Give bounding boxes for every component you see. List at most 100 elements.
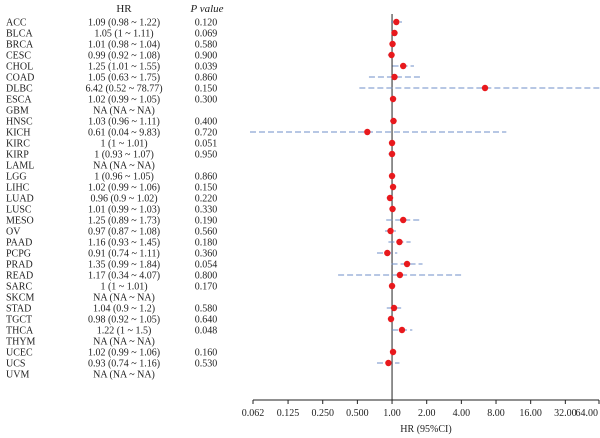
x-tick-label: 8.00 (487, 408, 505, 419)
hr-text: 0.98 (0.92 ~ 1.05) (88, 315, 160, 326)
hr-point (386, 194, 394, 202)
x-tick-label: 0.125 (277, 408, 300, 419)
hr-point (388, 150, 396, 158)
p-value-text: 0.150 (195, 84, 218, 95)
row-labels: ACC 1.09 (0.98 ~ 1.22) 0.120 BLCA 1.05 (1 ~ … (6, 18, 217, 381)
hr-text: 1.02 (0.99 ~ 1.05) (88, 95, 160, 106)
p-value-text: 0.051 (195, 139, 218, 150)
cancer-label: COAD (6, 73, 34, 84)
cancer-label: PRAD (6, 260, 33, 271)
hr-point (403, 260, 411, 268)
cancer-label: LUAD (6, 194, 34, 205)
hr-text: 1.25 (1.01 ~ 1.55) (88, 62, 160, 73)
x-tick-label: 1.00 (383, 408, 401, 419)
cancer-label: UCS (6, 359, 25, 370)
hr-text: NA (NA ~ NA) (93, 337, 155, 348)
cancer-label: SARC (6, 282, 32, 293)
x-axis-label: HR (95%CI) (400, 424, 451, 435)
p-value-text: 0.330 (195, 205, 218, 216)
hr-text: 1.02 (0.99 ~ 1.06) (88, 348, 160, 359)
cancer-label: CESC (6, 51, 31, 62)
p-value-text: 0.039 (195, 62, 218, 73)
cancer-label: LAML (6, 161, 34, 172)
hr-point (391, 73, 398, 81)
p-value-text: 0.860 (195, 172, 218, 183)
hr-point (364, 128, 371, 136)
hr-point (389, 205, 396, 213)
x-tick-label: 4.00 (453, 408, 471, 419)
cancer-label: CHOL (6, 62, 33, 73)
hr-point (384, 249, 391, 257)
p-value-text: 0.580 (195, 304, 218, 315)
hr-text: 1.02 (0.99 ~ 1.06) (88, 183, 160, 194)
p-value-text: 0.640 (195, 315, 218, 326)
header-hr: HR (116, 3, 132, 15)
hr-text: 0.99 (0.92 ~ 1.08) (88, 51, 160, 62)
x-tick-label: 0.062 (242, 408, 265, 419)
p-value-text: 0.800 (195, 271, 218, 282)
header-p-value: P value (189, 3, 223, 15)
p-value-text: 0.069 (195, 29, 218, 40)
x-tick-label: 0.250 (311, 408, 334, 419)
cancer-label: BRCA (6, 40, 34, 51)
cancer-label: DLBC (6, 84, 33, 95)
cancer-label: LUSC (6, 205, 32, 216)
p-value-text: 0.220 (195, 194, 218, 205)
hr-point (388, 172, 396, 180)
hr-text: 1.17 (0.34 ~ 4.07) (88, 271, 160, 282)
hr-text: NA (NA ~ NA) (93, 106, 155, 117)
cancer-label: PCPG (6, 249, 31, 260)
hr-text: 1.25 (0.89 ~ 1.73) (88, 216, 160, 227)
cancer-label: UCEC (6, 348, 33, 359)
hr-point (390, 304, 398, 312)
cancer-label: ESCA (6, 95, 32, 106)
plot-area (250, 14, 600, 400)
hr-text: 1.05 (1 ~ 1.11) (94, 29, 153, 40)
hr-text: 0.96 (0.9 ~ 1.02) (90, 194, 157, 205)
hr-text: 1 (0.93 ~ 1.07) (94, 150, 154, 161)
hr-text: 1.01 (0.99 ~ 1.03) (88, 205, 160, 216)
hr-text: 1 (0.96 ~ 1.05) (94, 172, 154, 183)
hr-text: 0.61 (0.04 ~ 9.83) (88, 128, 160, 139)
cancer-label: UVM (6, 370, 29, 381)
x-tick-label: 2.00 (418, 408, 436, 419)
cancer-label: SKCM (6, 293, 34, 304)
hr-text: 1.03 (0.96 ~ 1.11) (88, 117, 160, 128)
cancer-label: READ (6, 271, 33, 282)
hr-point (389, 40, 396, 48)
hr-point (387, 227, 394, 235)
hr-text: 0.93 (0.74 ~ 1.16) (88, 359, 160, 370)
hr-point (391, 29, 398, 37)
cancer-label: GBM (6, 106, 29, 117)
p-value-text: 0.720 (195, 128, 218, 139)
hr-text: 0.91 (0.74 ~ 1.11) (88, 249, 160, 260)
hr-point (387, 315, 395, 323)
p-value-text: 0.170 (195, 282, 218, 293)
p-value-text: 0.180 (195, 238, 218, 249)
x-tick-label: 32.00 (554, 408, 577, 419)
hr-point (385, 359, 392, 367)
cancer-label: KICH (6, 128, 30, 139)
cancer-label: LGG (6, 172, 27, 183)
hr-point (396, 238, 403, 246)
x-axis: 0.062 0.125 0.250 0.500 1.00 2.00 4.00 8.00 16.0… (242, 399, 600, 419)
cancer-label: HNSC (6, 117, 33, 128)
hr-text: 1.35 (0.99 ~ 1.84) (88, 260, 160, 271)
hr-text: 1.05 (0.63 ~ 1.75) (88, 73, 160, 84)
x-tick-label: 16.00 (519, 408, 542, 419)
cancer-label: LIHC (6, 183, 30, 194)
hr-text: 1.04 (0.9 ~ 1.2) (93, 304, 155, 315)
hr-text: 1.22 (1 ~ 1.5) (97, 326, 152, 337)
hr-point (399, 216, 407, 224)
cancer-label: THYM (6, 337, 36, 348)
cancer-label: STAD (6, 304, 31, 315)
x-tick-label: 0.500 (346, 408, 369, 419)
cancer-label: PAAD (6, 238, 32, 249)
p-value-text: 0.900 (195, 51, 218, 62)
hr-text: 0.97 (0.87 ~ 1.08) (88, 227, 160, 238)
p-value-text: 0.560 (195, 227, 218, 238)
p-value-text: 0.580 (195, 40, 218, 51)
hr-point (396, 271, 404, 279)
cancer-label: MESO (6, 216, 34, 227)
